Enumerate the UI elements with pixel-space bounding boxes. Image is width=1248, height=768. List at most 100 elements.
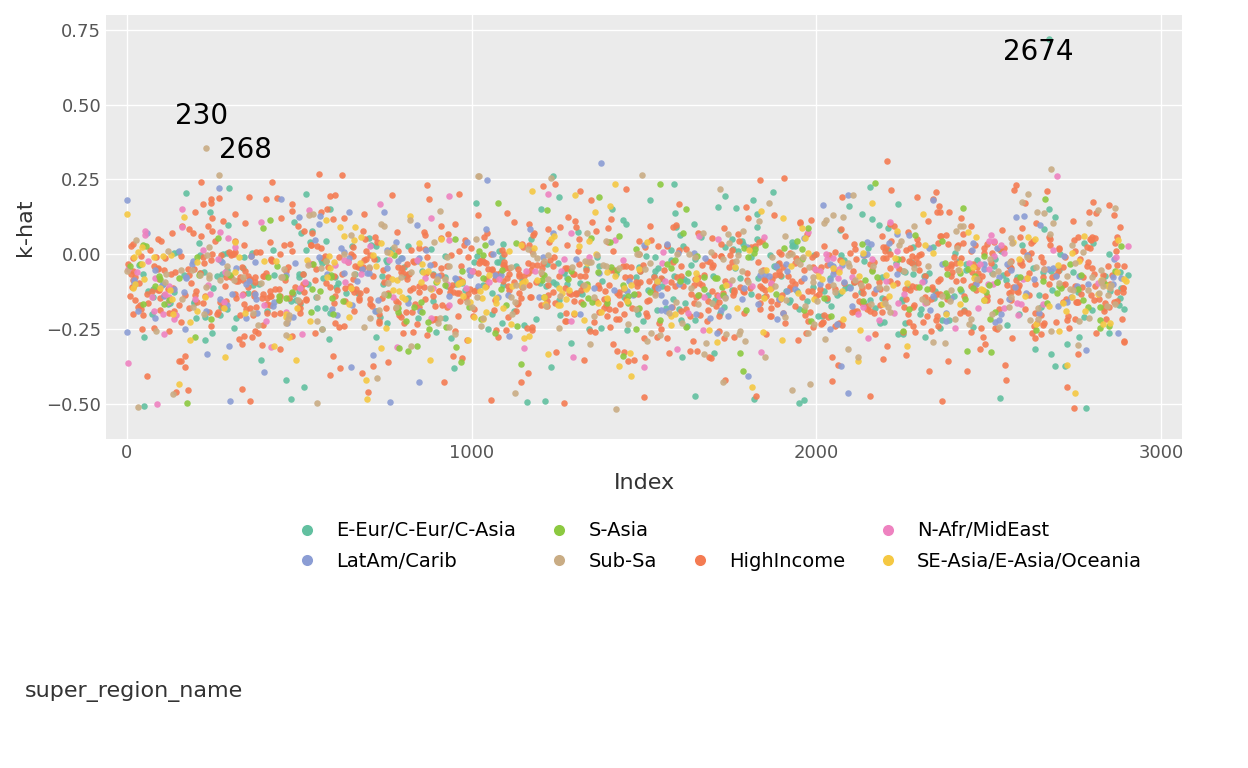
Point xyxy=(820,272,840,284)
Point xyxy=(310,284,329,296)
Point xyxy=(1041,325,1061,337)
Point xyxy=(862,265,882,277)
Point xyxy=(769,293,789,305)
Point xyxy=(917,310,937,323)
Point xyxy=(351,267,371,280)
Point xyxy=(965,270,985,283)
Point xyxy=(771,248,791,260)
Point xyxy=(948,239,968,251)
Point xyxy=(275,263,295,275)
Point xyxy=(569,240,589,252)
Point xyxy=(580,338,600,350)
Point xyxy=(495,300,515,312)
Point xyxy=(540,253,560,266)
Point xyxy=(816,248,836,260)
Point xyxy=(557,240,577,252)
Point xyxy=(341,282,361,294)
Point xyxy=(302,258,322,270)
Point xyxy=(1025,273,1045,285)
Point xyxy=(187,251,207,263)
Point xyxy=(1057,359,1077,372)
Point xyxy=(407,318,427,330)
Point xyxy=(970,258,990,270)
Point xyxy=(953,202,973,214)
Point xyxy=(396,293,416,306)
Point xyxy=(1000,261,1020,273)
Point xyxy=(618,355,638,367)
Point xyxy=(673,351,693,363)
Point xyxy=(704,270,724,282)
Point xyxy=(694,270,714,282)
Point xyxy=(384,241,404,253)
Point xyxy=(832,210,852,223)
Point xyxy=(726,202,746,214)
Point xyxy=(301,240,321,252)
Point xyxy=(937,293,957,306)
Point xyxy=(507,298,527,310)
Point xyxy=(1099,300,1119,313)
Point xyxy=(298,204,318,216)
Point xyxy=(549,290,569,303)
Point xyxy=(730,272,750,284)
Point xyxy=(176,272,196,284)
Point xyxy=(619,297,639,310)
Point xyxy=(498,289,518,301)
Point xyxy=(359,260,379,273)
Point xyxy=(733,293,753,306)
Point xyxy=(1065,245,1085,257)
Point xyxy=(738,273,758,286)
Point xyxy=(563,268,583,280)
Point xyxy=(519,223,539,235)
Point xyxy=(1015,290,1035,302)
Point xyxy=(193,251,213,263)
Point xyxy=(307,396,327,409)
Point xyxy=(1063,284,1083,296)
Point xyxy=(1077,278,1097,290)
Point xyxy=(530,203,550,215)
Point xyxy=(565,215,585,227)
Point xyxy=(685,389,705,402)
Point xyxy=(1000,256,1020,268)
Point xyxy=(149,284,168,296)
Point xyxy=(740,241,760,253)
Point xyxy=(276,270,296,283)
Point xyxy=(307,291,327,303)
Point xyxy=(316,276,336,289)
Point xyxy=(458,236,478,248)
Point xyxy=(840,280,860,293)
Point xyxy=(232,383,252,396)
Point xyxy=(728,245,748,257)
Point xyxy=(696,337,716,349)
Point xyxy=(313,271,333,283)
Point xyxy=(1093,275,1113,287)
Point xyxy=(845,289,865,301)
Point xyxy=(268,283,288,295)
Point xyxy=(466,197,485,210)
Point xyxy=(1082,262,1102,274)
Point xyxy=(1038,300,1058,313)
Point xyxy=(763,273,782,285)
Point xyxy=(665,219,685,231)
Point xyxy=(881,234,901,247)
Point xyxy=(376,303,396,315)
Point xyxy=(914,316,934,329)
Point xyxy=(427,273,447,286)
Point xyxy=(904,220,924,233)
Point xyxy=(745,240,765,253)
Point xyxy=(649,317,669,329)
Point xyxy=(368,317,388,329)
Point xyxy=(520,291,540,303)
Point xyxy=(190,270,210,282)
Point xyxy=(413,266,433,278)
Point xyxy=(439,290,459,303)
Point xyxy=(568,227,588,239)
Point xyxy=(965,240,985,252)
Point xyxy=(937,262,957,274)
Point xyxy=(489,256,509,268)
Point xyxy=(825,320,845,333)
Point xyxy=(357,283,377,296)
Point xyxy=(849,295,869,307)
Point xyxy=(973,250,993,262)
Point xyxy=(257,306,277,319)
Point xyxy=(640,257,660,270)
